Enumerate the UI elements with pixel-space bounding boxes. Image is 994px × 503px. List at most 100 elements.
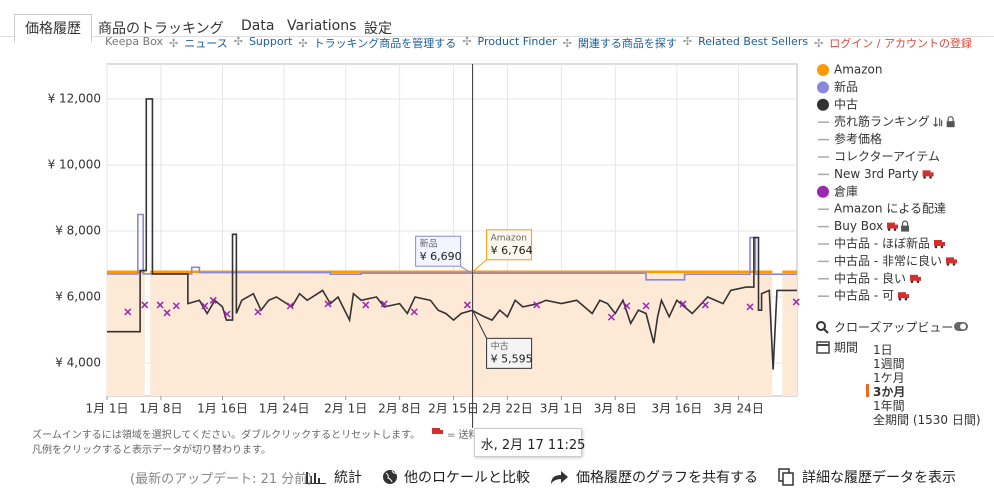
legend-item[interactable]: コレクターアイテム (818, 150, 940, 164)
closeup-toggle[interactable]: クローズアップビュー (816, 320, 968, 335)
marker-cross (623, 302, 631, 310)
period-option[interactable]: 1年間 (873, 399, 905, 413)
tooltip-connector (472, 310, 488, 339)
legend-item[interactable]: 新品 (817, 79, 858, 94)
nav-link[interactable]: ニュース (163, 35, 227, 51)
period-option[interactable]: 3か月 (873, 385, 906, 399)
warehouse-marker (223, 310, 231, 318)
tab[interactable]: Data (241, 18, 275, 34)
legend-label: 中古品 - ほぼ新品 (834, 236, 930, 251)
nav-link[interactable]: 関連する商品を探す (557, 35, 677, 51)
marker-cross (286, 302, 294, 310)
lock-icon (947, 116, 954, 122)
marker-cross (410, 308, 418, 316)
series-line (107, 213, 797, 281)
legend-item[interactable]: New 3rd Party (818, 167, 934, 181)
legend-item[interactable]: 倉庫 (817, 183, 858, 198)
truck-icon (898, 297, 902, 301)
warehouse-marker (679, 300, 687, 308)
sort-icon (933, 117, 943, 128)
legend-label: 中古品 - 良い (834, 270, 906, 285)
legend-label: 売れ筋ランキング (834, 114, 930, 129)
nav-link[interactable]: Support (228, 35, 292, 51)
nav-link[interactable]: ログイン / アカウントの登録 (808, 35, 972, 51)
truck-icon (916, 280, 920, 284)
warehouse-marker (533, 301, 541, 309)
nav-link[interactable]: Related Best Sellers (677, 35, 808, 51)
plot-area: ¥ 4,000 ¥ 6,000 ¥ 8,000 ¥ 10,000 ¥ 12,000 1月 … (48, 63, 800, 428)
period-option[interactable]: 1日 (873, 343, 893, 357)
warehouse-marker (746, 303, 754, 311)
nav-link[interactable]: トラッキング商品を管理する (292, 35, 457, 51)
legend-label: Buy Box (834, 219, 883, 233)
warehouse-marker (163, 309, 171, 317)
legend-item[interactable]: 中古 (817, 96, 858, 111)
warehouse-marker (410, 308, 418, 316)
truck-icon (922, 170, 931, 177)
y-tick-label: ¥ 8,000 (55, 223, 101, 237)
legend-label: 倉庫 (834, 183, 858, 198)
truck-icon (910, 280, 914, 284)
footer-action[interactable]: 統計 (334, 470, 362, 486)
x-tick-label: 2月 1日 (324, 402, 367, 416)
period-option[interactable]: 1週間 (873, 357, 905, 371)
stats-icon (318, 478, 320, 483)
legend-item[interactable]: 参考価格 (818, 131, 882, 146)
nav-link[interactable]: Product Finder (456, 35, 557, 51)
update-time: (最新のアップデート: 21 分前) (130, 472, 313, 487)
legend-item[interactable]: Buy Box (818, 219, 910, 233)
calendar-icon (816, 341, 830, 354)
tab[interactable]: Variations (287, 18, 357, 34)
legend-swatch (817, 185, 829, 198)
period-label: 期間 (834, 341, 858, 355)
warehouse-marker (201, 302, 209, 310)
truck-icon (905, 294, 909, 299)
marker-cross (324, 300, 332, 308)
legend-label: 新品 (834, 79, 858, 94)
warehouse-marker (286, 302, 294, 310)
period-option[interactable]: 1ケ月 (873, 371, 905, 385)
tooltip-connector (472, 259, 487, 273)
marker-cross (746, 303, 754, 311)
x-tick-label: 3月 1日 (540, 402, 583, 416)
truck-icon (895, 224, 899, 229)
closeup-label: クローズアップビュー (834, 320, 953, 335)
footer-action[interactable]: 価格履歴のグラフを共有する (576, 470, 758, 486)
legend-item[interactable]: Amazon による配達 (818, 202, 946, 216)
legend-item[interactable]: Amazon (817, 63, 883, 77)
truck-icon (946, 263, 950, 266)
share-icon (551, 471, 568, 484)
tab[interactable]: 価格履歴 (14, 14, 92, 43)
truck-icon (930, 172, 934, 177)
truck-icon (929, 176, 932, 179)
marker-cross (607, 313, 615, 321)
legend-item[interactable]: 中古品 - ほぼ新品 (818, 236, 945, 251)
legend-swatch (817, 64, 829, 76)
warehouse-marker (701, 301, 709, 309)
legend-label: 中古品 - 可 (834, 288, 894, 303)
truck-icon (440, 430, 443, 434)
legend-item[interactable]: 売れ筋ランキング (818, 114, 955, 129)
nav-link[interactable]: Keepa Box (105, 35, 164, 48)
tab[interactable]: 商品のトラッキング (98, 21, 224, 37)
legend-item[interactable]: 中古品 - 良い (818, 270, 921, 285)
truck-icon (945, 257, 954, 264)
legend-item[interactable]: 中古品 - 非常に良い (818, 253, 957, 268)
truck-icon (897, 292, 906, 299)
stats-icon (310, 476, 312, 483)
x-tick-label: 1月 24日 (259, 402, 310, 416)
marker-cross (792, 298, 800, 306)
footer-action[interactable]: 他のロケールと比較 (404, 470, 530, 486)
marker-cross (223, 310, 231, 318)
active-indicator (866, 384, 869, 397)
footer-action[interactable]: 詳細な履歴データを表示 (802, 470, 956, 486)
truck-icon (923, 176, 926, 179)
period-option[interactable]: 全期間 (1530 日間) (873, 413, 981, 427)
lock-icon (901, 225, 910, 232)
legend-item[interactable]: 中古品 - 可 (818, 288, 909, 303)
tab[interactable]: 設定 (364, 21, 392, 37)
truck-icon (941, 242, 945, 246)
search-icon (823, 328, 829, 334)
legend-swatch (817, 98, 829, 111)
